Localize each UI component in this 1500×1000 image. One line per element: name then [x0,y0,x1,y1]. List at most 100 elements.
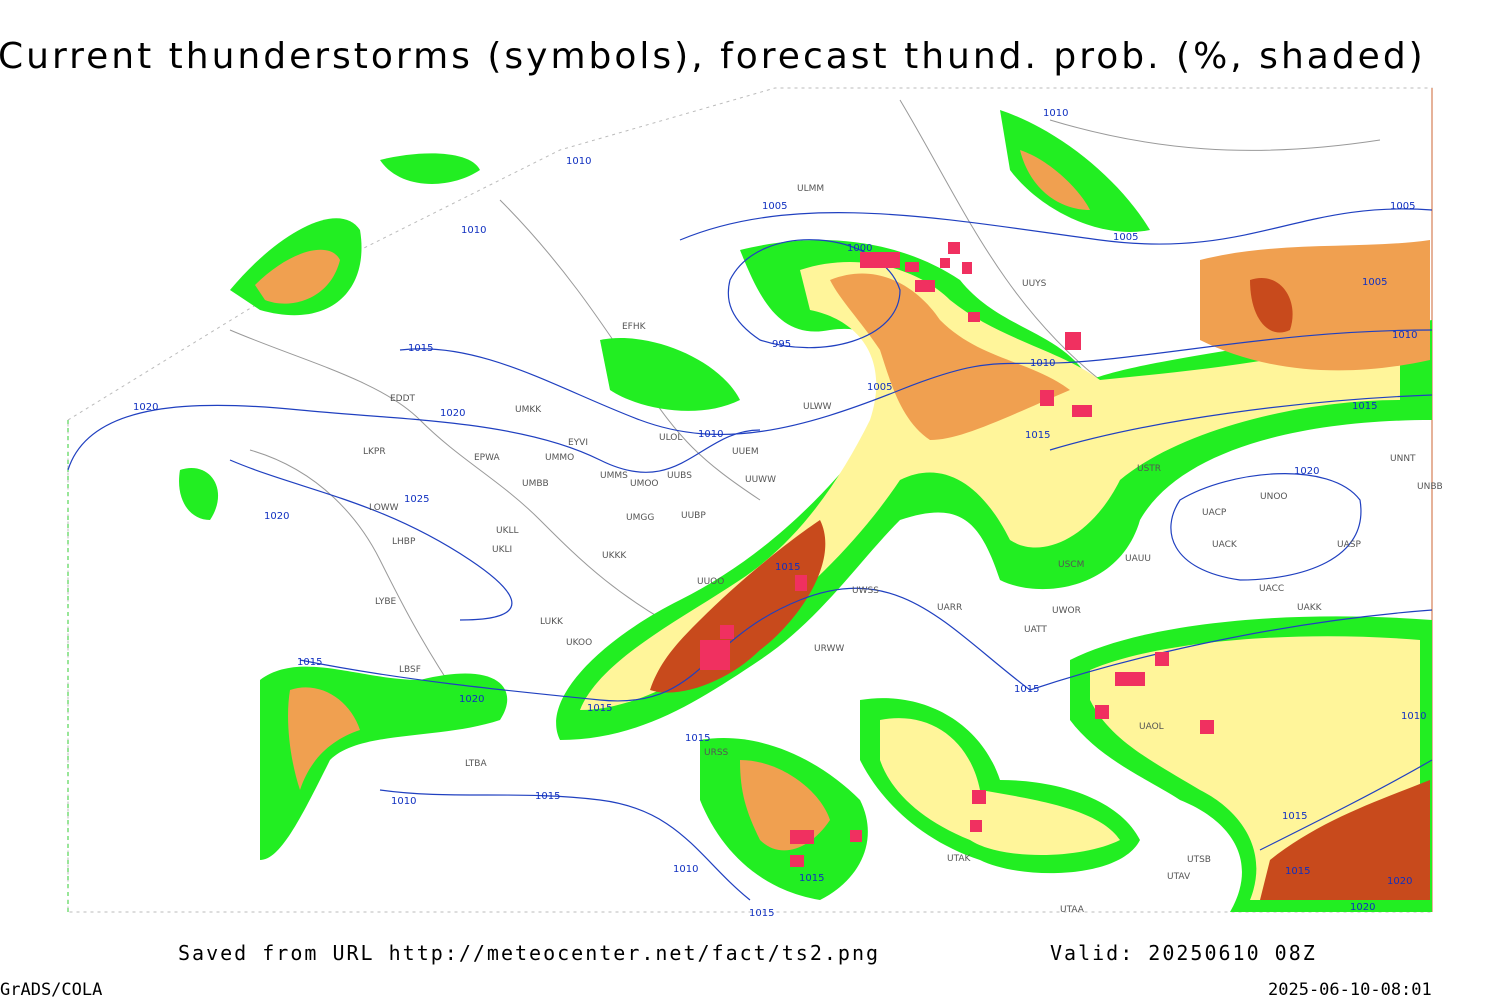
station-label: UWSS [852,586,879,596]
station-label: UUOO [697,577,724,587]
isobar-label: 1020 [459,694,484,705]
station-label: ULOL [659,433,682,443]
isobar-label: 1015 [1285,866,1310,877]
station-label: UACC [1259,584,1284,594]
station-label: EYVI [568,438,588,448]
station-label: UWOR [1052,606,1081,616]
station-label: UACP [1202,508,1227,518]
isobar-label: 1000 [847,243,872,254]
timestamp: 2025-06-10-08:01 [1268,980,1432,1000]
isobar-label: 1015 [1352,401,1377,412]
isobar-label: 1020 [1387,876,1412,887]
isobar-label: 1010 [461,225,486,236]
station-label: LKPR [363,447,386,457]
isobar-label: 1020 [1294,466,1319,477]
isobar-label: 1010 [391,796,416,807]
isobar-label: 1010 [698,429,723,440]
station-label: UTSB [1187,855,1211,865]
isobar-label: 1005 [867,382,892,393]
isobar-labels: 1010 1010 1005 1010 1000 1005 1005 1005 1010 995 1… [133,108,1426,919]
station-label: UKLI [492,545,512,555]
isobar-label: 1005 [762,201,787,212]
station-label: ULMM [797,184,824,194]
station-label: UUBS [667,471,692,481]
isobar-label: 1010 [1401,711,1426,722]
isobar-label: 1005 [1113,232,1138,243]
isobar-label: 1015 [1014,684,1039,695]
isobar-label: 1025 [404,494,429,505]
isobar-label: 1015 [408,343,433,354]
station-label: USTR [1137,464,1161,474]
station-label: EFHK [622,322,647,332]
isobar-label: 1015 [1025,430,1050,441]
station-label: UMOO [630,479,659,489]
isobar-label: 1010 [1392,330,1417,341]
station-label: UKLL [496,526,519,536]
isobar-label: 1010 [673,864,698,875]
isobar-label: 1020 [133,402,158,413]
isobar-label: 1015 [297,657,322,668]
station-label: UAOL [1139,722,1164,732]
isobar-label: 1015 [775,562,800,573]
isobar-label: 1020 [440,408,465,419]
station-label: USCM [1058,560,1084,570]
isobars [67,208,1433,901]
station-label: UMBB [522,479,549,489]
station-labels: UUYS ULMM EFHK ULWW UMKK EDDT ULOL UUEM EYVI EPWA… [363,184,1443,915]
station-label: URSS [704,748,729,758]
station-label: UTAK [947,854,972,864]
station-label: UASP [1337,540,1361,550]
station-label: UKKK [602,551,627,561]
map-area: 1010 1010 1005 1010 1000 1005 1005 1005 1010 995 1… [67,87,1443,919]
station-label: UUBP [681,511,706,521]
storm-symbols [700,242,1214,867]
source-url: Saved from URL http://meteocenter.net/fa… [178,941,880,965]
isobar-label: 1010 [1043,108,1068,119]
station-label: EDDT [390,394,416,404]
title: Current thunderstorms (symbols), forecas… [0,36,1426,77]
station-label: UTAA [1060,905,1085,915]
isobar-label: 1005 [1362,277,1387,288]
station-label: LTBA [465,759,487,769]
station-label: UNBB [1417,482,1443,492]
station-label: UAKK [1297,603,1323,613]
isobar-label: 1010 [1030,358,1055,369]
station-label: LUKK [540,617,564,627]
station-label: UKOO [566,638,592,648]
station-label: UNOO [1260,492,1288,502]
station-label: UATT [1024,625,1047,635]
station-label: UUEM [732,447,759,457]
station-label: UACK [1212,540,1238,550]
station-label: UARR [937,603,962,613]
probability-shading [179,110,1432,912]
isobar-label: 1015 [799,873,824,884]
valid-time: Valid: 20250610 08Z [1050,941,1317,965]
station-label: UMKK [515,405,542,415]
station-label: UMGG [626,513,654,523]
station-label: LYBE [375,597,396,607]
isobar-label: 1015 [749,908,774,919]
isobar-label: 995 [772,339,791,350]
station-label: UMMO [545,453,574,463]
station-label: LBSF [399,665,421,675]
station-label: UTAV [1167,872,1191,882]
isobar-label: 1015 [535,791,560,802]
station-label: UNNT [1390,454,1416,464]
isobar-label: 1015 [685,733,710,744]
station-label: URWW [814,644,844,654]
station-label: LHBP [392,537,416,547]
isobar-label: 1010 [566,156,591,167]
isobar-label: 1020 [1350,902,1375,913]
station-label: ULWW [803,402,832,412]
isobar-label: 1015 [1282,811,1307,822]
isobar-label: 1020 [264,511,289,522]
isobar-label: 1005 [1390,201,1415,212]
station-label: UAUU [1125,554,1151,564]
software: GrADS/COLA [0,980,102,1000]
station-label: LOWW [369,503,399,513]
station-label: EPWA [474,453,501,463]
isobar-label: 1015 [587,703,612,714]
station-label: UMMS [600,471,628,481]
station-label: UUYS [1022,279,1047,289]
